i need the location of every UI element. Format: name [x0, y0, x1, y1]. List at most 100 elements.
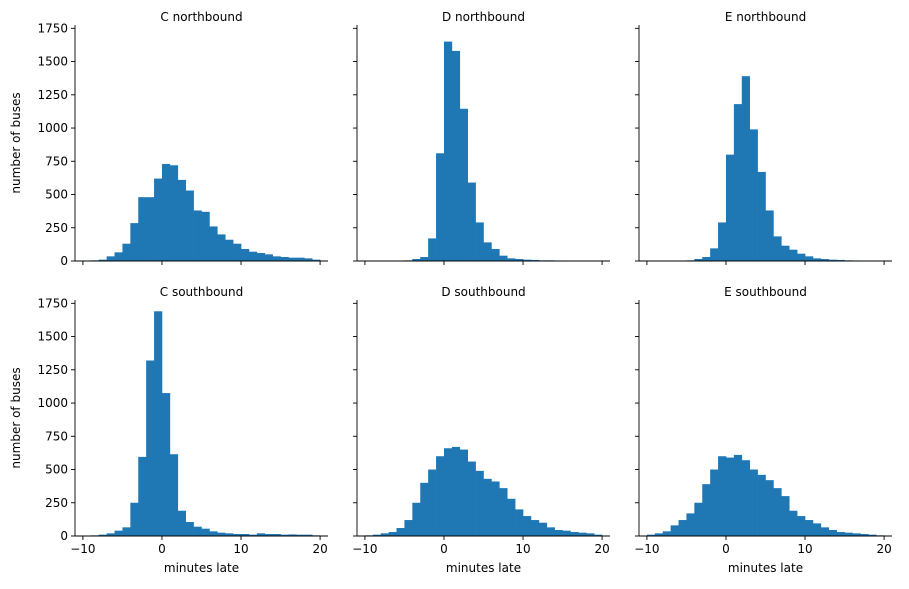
histogram-bar: [749, 469, 758, 536]
histogram-bar: [702, 484, 711, 536]
histogram-bar: [138, 197, 147, 261]
histogram-bar: [694, 259, 703, 261]
histogram-bar: [412, 502, 421, 536]
histogram-bar: [443, 448, 453, 536]
histogram-bar: [586, 533, 595, 536]
histogram-bar: [812, 523, 822, 536]
histogram-bar: [654, 533, 664, 536]
subplot-title: E southbound: [724, 285, 807, 299]
histogram-bar: [868, 534, 877, 536]
histogram-bar: [757, 474, 766, 536]
histogram-bar: [304, 534, 313, 536]
histogram-bar: [662, 531, 671, 536]
subplot-title: E northbound: [725, 10, 806, 24]
histogram-bar: [694, 502, 703, 536]
histogram-bar: [185, 522, 194, 536]
histogram-bar: [773, 236, 782, 261]
histogram-bar: [256, 533, 266, 536]
histogram-bar: [789, 510, 798, 536]
histogram-bar: [836, 259, 845, 261]
histogram-bar: [146, 197, 155, 261]
histogram-bar: [130, 502, 139, 536]
histogram-bar: [757, 171, 766, 261]
histogram-bar: [209, 226, 218, 261]
y-tick-label: 1250: [37, 88, 68, 102]
y-tick-label: 1750: [37, 21, 68, 35]
histogram-bar: [523, 516, 532, 536]
y-tick-label: 750: [45, 154, 68, 168]
x-tick-label: −10: [352, 542, 377, 556]
histogram-bar: [483, 478, 492, 536]
histogram-bar: [820, 527, 830, 536]
histogram-bar: [161, 163, 171, 261]
histogram-bar: [860, 534, 869, 536]
histogram-bar: [201, 528, 210, 536]
histogram-bar: [169, 165, 179, 261]
histogram-bar: [380, 533, 389, 536]
histogram-bar: [114, 252, 123, 261]
histogram-bar: [523, 259, 532, 261]
histogram-bar: [209, 531, 218, 536]
subplot-panel: D northbound: [353, 10, 610, 265]
histogram-bar: [718, 222, 727, 261]
histogram-bar: [256, 253, 266, 261]
histogram-bar: [507, 258, 516, 261]
histogram-bar: [702, 257, 711, 261]
histogram-bar: [836, 532, 845, 536]
histogram-bar: [288, 534, 297, 536]
subplot-title: D southbound: [441, 285, 525, 299]
x-tick-label: 20: [594, 542, 609, 556]
histogram-bar: [578, 532, 587, 536]
histogram-bar: [459, 449, 468, 536]
subplot-panel: C northbound 0 250 500 750 1000 1250 1500 1750 nu…: [9, 10, 328, 268]
histogram-bar: [733, 454, 743, 536]
histogram-bar: [538, 522, 548, 536]
y-tick-label: 1750: [37, 296, 68, 310]
histogram-bar: [797, 253, 806, 261]
histogram-bar: [304, 258, 313, 261]
histogram-bar: [733, 104, 743, 261]
histogram-bar: [225, 533, 234, 536]
histogram-bar: [122, 527, 131, 536]
histogram-bar: [467, 182, 476, 261]
x-tick-label: −10: [70, 542, 95, 556]
histogram-bar: [388, 532, 397, 536]
histogram-bar: [404, 520, 413, 536]
histogram-bar: [710, 248, 719, 261]
y-tick-label: 1500: [37, 330, 68, 344]
histogram-bar: [428, 469, 437, 536]
histogram-bar: [820, 259, 830, 261]
histogram-bar: [264, 534, 273, 536]
y-tick-label: 1000: [37, 121, 68, 135]
histogram-bar: [233, 243, 242, 261]
subplot-panel: E southbound −10 0 10 20 minutes late: [634, 285, 892, 575]
histogram-bar: [499, 255, 508, 261]
x-axis-label: minutes late: [164, 561, 239, 575]
histogram-bar: [570, 532, 579, 536]
subplot-panel: D southbound −10 0 10 20 minutes late: [352, 285, 610, 575]
histogram-bar: [646, 534, 656, 536]
histogram-bar: [530, 259, 540, 261]
histogram-bar: [710, 469, 719, 536]
histogram-bar: [264, 254, 273, 261]
histogram-bar: [781, 245, 790, 261]
x-tick-label: 0: [440, 542, 448, 556]
histogram-bar: [420, 482, 429, 536]
histogram-bar: [288, 257, 297, 261]
histogram-bar: [499, 488, 508, 536]
histogram-bar: [420, 257, 429, 261]
histogram-bar: [725, 457, 735, 536]
histogram-bar: [177, 510, 186, 536]
histogram-bar: [475, 470, 484, 536]
histogram-bar: [562, 530, 571, 536]
histogram-bar: [797, 516, 806, 536]
subplot-panel: E northbound: [635, 10, 892, 265]
subplot-title: C northbound: [160, 10, 242, 24]
y-tick-label: 250: [45, 221, 68, 235]
histogram-bar: [475, 222, 484, 261]
histogram-bar: [507, 498, 516, 536]
histogram-bar: [154, 178, 163, 261]
y-tick-label: 500: [45, 188, 68, 202]
x-tick-label: 20: [312, 542, 327, 556]
